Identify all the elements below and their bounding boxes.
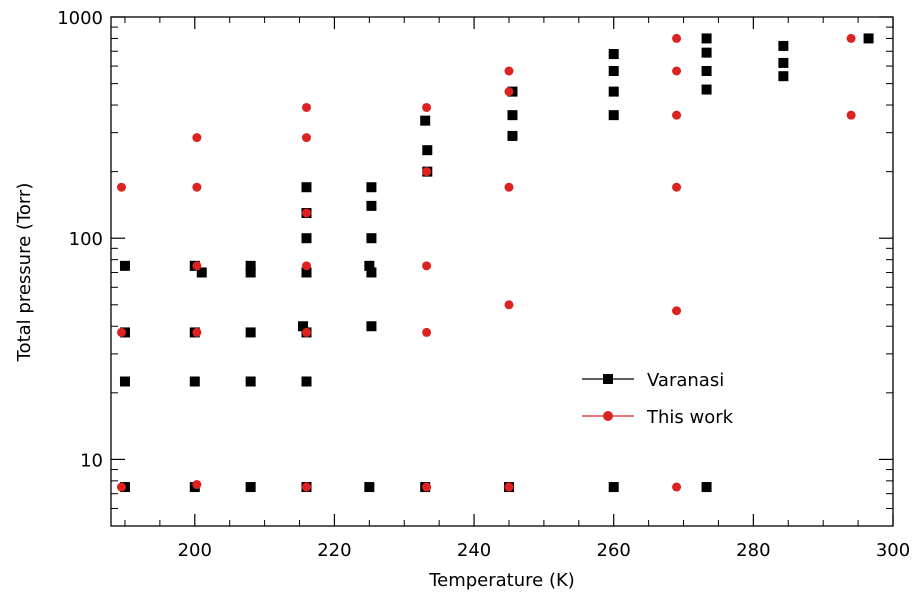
circle-point (422, 482, 432, 492)
square-point (119, 376, 130, 387)
circle-point (302, 327, 311, 337)
circle-point (672, 33, 682, 43)
square-point (701, 66, 712, 77)
y-tick-label: 100 (69, 229, 103, 250)
y-axis-title: Total pressure (Torr) (14, 183, 35, 363)
square-point (608, 110, 619, 121)
circle-point (302, 208, 311, 218)
y-tick-label: 1000 (57, 8, 103, 29)
square-point (701, 482, 712, 493)
circle-point (846, 110, 856, 120)
square-point (366, 182, 377, 193)
square-point (245, 376, 256, 387)
square-point (366, 267, 377, 278)
circle-point (192, 480, 202, 490)
circle-point (672, 482, 682, 492)
legend-square-marker (603, 374, 613, 384)
circle-point (672, 182, 682, 192)
legend-label: This work (646, 407, 734, 428)
circle-point (672, 110, 682, 120)
circle-point (192, 327, 202, 337)
square-point (366, 200, 377, 211)
axis-ticks: 200 220 240 260 280 300 10 100 1000 (57, 8, 910, 561)
x-tick-label: 260 (597, 540, 631, 561)
circle-point (504, 182, 514, 192)
square-point (778, 57, 789, 68)
square-point (863, 33, 874, 44)
x-tick-label: 200 (178, 540, 212, 561)
square-point (245, 267, 256, 278)
square-point (119, 260, 130, 271)
series-varanasi (119, 33, 874, 493)
y-tick-label: 10 (80, 450, 103, 471)
square-point (778, 40, 789, 51)
circle-point (422, 102, 432, 112)
circle-point (302, 482, 311, 492)
plot-frame (110, 16, 894, 527)
circle-point (504, 87, 514, 97)
circle-point (422, 327, 432, 337)
circle-point (672, 66, 682, 76)
circle-point (504, 66, 514, 76)
square-point (301, 267, 312, 278)
square-point (608, 86, 619, 97)
circle-point (116, 482, 126, 492)
circle-point (192, 133, 202, 143)
square-point (507, 110, 518, 121)
square-point (701, 84, 712, 95)
square-point (245, 260, 256, 271)
series-this-work (116, 33, 856, 492)
square-point (245, 327, 256, 338)
circle-point (846, 33, 856, 43)
square-point (778, 71, 789, 82)
square-point (608, 482, 619, 493)
circle-point (672, 306, 682, 316)
circle-point (504, 300, 514, 310)
circle-point (302, 133, 311, 143)
circle-point (422, 167, 432, 177)
square-point (245, 482, 256, 493)
circle-point (192, 182, 202, 192)
plot-area (110, 16, 894, 527)
circle-point (422, 261, 432, 271)
square-point (366, 321, 377, 332)
square-point (420, 115, 431, 126)
square-point (701, 47, 712, 58)
x-tick-label: 220 (317, 540, 351, 561)
legend-circle-marker (603, 411, 613, 421)
square-point (422, 145, 433, 156)
square-point (507, 130, 518, 141)
square-point (364, 482, 375, 493)
square-point (701, 33, 712, 44)
circle-point (302, 261, 311, 271)
data-points (116, 33, 874, 493)
square-point (196, 267, 207, 278)
square-point (301, 233, 312, 244)
circle-point (302, 102, 311, 112)
square-point (301, 182, 312, 193)
square-point (608, 66, 619, 77)
legend-label: Varanasi (647, 370, 724, 391)
circle-point (504, 482, 514, 492)
circle-point (116, 182, 126, 192)
x-tick-label: 280 (736, 540, 770, 561)
x-axis-title: Temperature (K) (428, 570, 575, 591)
square-point (608, 49, 619, 60)
circle-point (116, 327, 126, 337)
square-point (301, 376, 312, 387)
legend: Varanasi This work (582, 370, 734, 428)
square-point (298, 321, 309, 332)
square-point (366, 233, 377, 244)
square-point (364, 260, 375, 271)
square-point (189, 376, 200, 387)
x-tick-label: 240 (457, 540, 491, 561)
circle-point (192, 261, 202, 271)
x-tick-label: 300 (876, 540, 910, 561)
